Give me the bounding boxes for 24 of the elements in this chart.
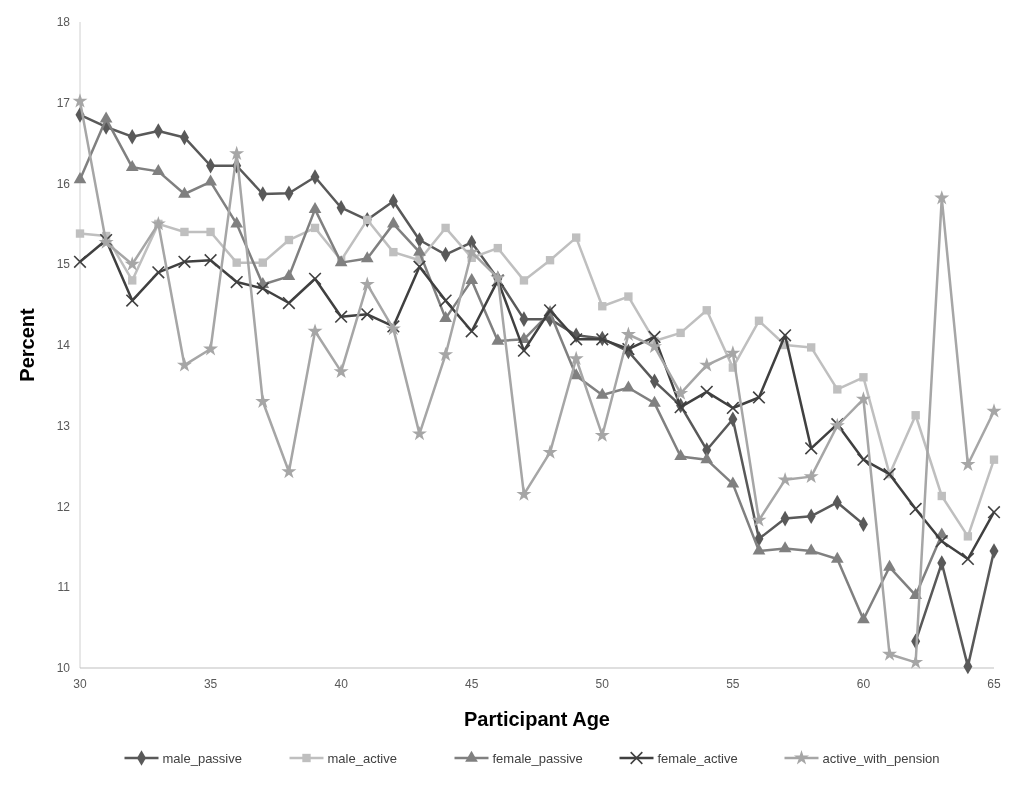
y-tick-label: 11	[57, 580, 71, 595]
y-tick-label: 12	[56, 499, 71, 514]
x-tick-label: 45	[465, 677, 479, 691]
legend-label: active_with_pension	[822, 750, 940, 766]
x-tick-label: 65	[987, 677, 1001, 691]
x-tick-label: 40	[334, 677, 349, 691]
y-tick-label: 14	[56, 338, 71, 353]
y-tick-label: 13	[56, 418, 71, 433]
y-tick-label: 18	[56, 15, 71, 30]
y-tick-label: 10	[56, 661, 71, 676]
x-tick-label: 35	[203, 677, 218, 691]
y-tick-label: 16	[56, 176, 71, 191]
x-tick-label: 50	[595, 677, 610, 691]
x-axis-title: Participant Age	[464, 708, 610, 730]
legend-label: male_active	[327, 750, 397, 766]
x-tick-label: 55	[726, 677, 740, 691]
legend-label: male_passive	[162, 750, 242, 766]
y-axis-title: Percent	[16, 307, 38, 382]
x-tick-label: 60	[856, 677, 871, 691]
y-tick-label: 17	[56, 95, 71, 110]
x-tick-label: 30	[73, 677, 87, 691]
y-tick-label: 15	[56, 257, 71, 272]
legend-label: female_active	[657, 750, 738, 766]
legend-label: female_passive	[492, 750, 583, 766]
